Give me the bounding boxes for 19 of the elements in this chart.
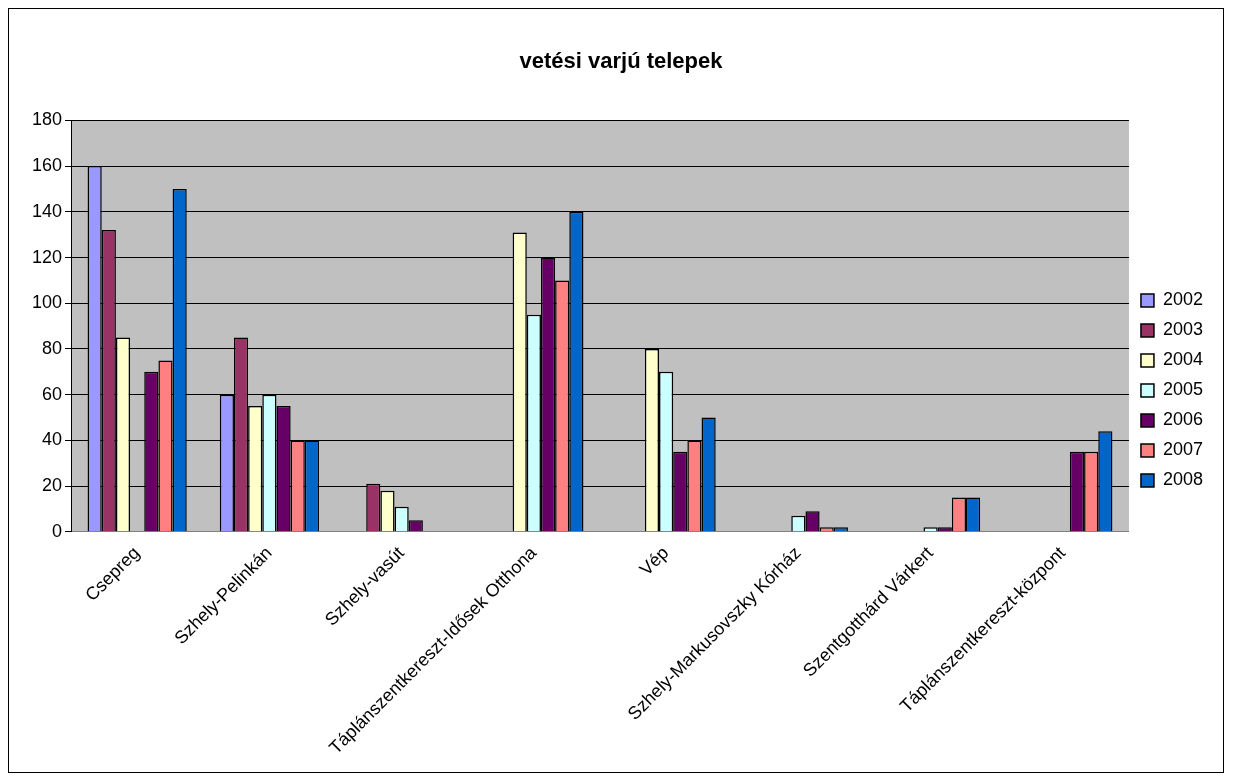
y-tick-label: 140: [31, 200, 63, 221]
y-tick-label: 180: [31, 109, 63, 130]
y-tick-label: 80: [42, 337, 63, 358]
chart-title: vetési varjú telepek: [519, 48, 724, 74]
y-tick-label: 160: [31, 155, 63, 176]
y-tick-label: 120: [31, 246, 63, 267]
y-tick-label: 40: [42, 429, 63, 450]
legend-label: 2003: [1162, 319, 1203, 340]
legend-label: 2008: [1162, 469, 1203, 490]
y-tick-label: 60: [42, 383, 63, 404]
y-tick-label: 20: [42, 475, 63, 496]
legend-label: 2005: [1162, 379, 1203, 400]
y-tick-label: 100: [31, 292, 63, 313]
legend-label: 2004: [1162, 349, 1203, 370]
legend-label: 2002: [1162, 289, 1203, 310]
legend-label: 2006: [1162, 409, 1203, 430]
legend-label: 2007: [1162, 439, 1203, 460]
x-tick-label: Vép: [635, 542, 673, 580]
y-tick-label: 0: [52, 520, 63, 541]
